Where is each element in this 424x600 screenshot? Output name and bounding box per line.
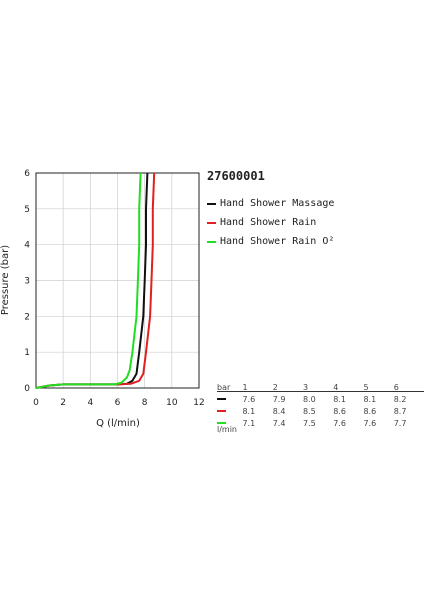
pressure-header: 1 (242, 382, 248, 392)
table-header-rule (217, 391, 424, 392)
legend-item: Hand Shower Rain O² (207, 232, 334, 251)
flow-unit-label: l/min (217, 425, 238, 434)
flow-value: 8.6 (333, 406, 346, 416)
y-tick-label: 1 (24, 348, 30, 358)
row-swatch (217, 422, 226, 424)
flow-value: 8.5 (302, 406, 316, 416)
pressure-label: bar (217, 382, 231, 392)
y-tick-label: 5 (24, 205, 30, 215)
flow-value: 8.1 (363, 394, 377, 404)
pressure-header: 4 (333, 382, 339, 392)
legend-label: Hand Shower Massage (220, 198, 335, 209)
y-tick-label: 6 (24, 169, 30, 179)
x-tick-label: 6 (115, 398, 121, 408)
x-tick-label: 0 (33, 398, 39, 408)
legend-swatch (207, 240, 216, 243)
row-swatch (217, 398, 226, 400)
y-tick-label: 2 (24, 312, 30, 322)
x-tick-label: 2 (60, 398, 66, 408)
row-swatch (217, 410, 226, 412)
flow-value: 7.6 (333, 418, 346, 428)
table-row: 7.6 7.9 8.0 8.1 8.1 8.2 (217, 393, 424, 405)
flow-value: 8.2 (393, 394, 407, 404)
model-number: 27600001 (207, 169, 265, 183)
x-axis-label: Q (l/min) (96, 418, 140, 429)
table-row: 8.1 8.4 8.5 8.6 8.6 8.7 (217, 405, 424, 417)
series-line-2 (35, 172, 142, 389)
row-swatch-cell (217, 405, 242, 417)
legend-label: Hand Shower Rain (220, 217, 317, 228)
y-tick-labels: 0 1 2 3 4 5 6 (24, 169, 30, 394)
legend-item: Hand Shower Massage (207, 194, 334, 213)
pressure-header: 6 (393, 382, 399, 392)
table-row: 7.1 7.4 7.5 7.6 7.6 7.7 (217, 417, 424, 429)
legend-swatch (207, 221, 216, 224)
pressure-header: 5 (363, 382, 369, 392)
flow-value: 7.6 (242, 394, 256, 404)
chart-grid (35, 172, 200, 389)
legend-label: Hand Shower Rain O² (220, 236, 335, 247)
y-tick-label: 3 (24, 277, 30, 287)
legend-item: Hand Shower Rain (207, 213, 334, 232)
row-swatch-cell (217, 393, 242, 405)
flow-value: 8.6 (363, 406, 377, 416)
row-swatch-cell (217, 417, 242, 429)
flow-value: 7.1 (242, 418, 256, 428)
chart-legend: Hand Shower Massage Hand Shower Rain Han… (207, 194, 334, 251)
flow-value: 7.6 (363, 418, 377, 428)
legend-swatch (207, 202, 216, 205)
pressure-header: 3 (302, 382, 309, 392)
y-tick-label: 0 (24, 384, 30, 394)
pressure-header: 2 (272, 382, 278, 392)
flow-value: 8.1 (333, 394, 346, 404)
flow-value: 7.5 (302, 418, 316, 428)
flow-value: 8.1 (242, 406, 256, 416)
flow-value: 8.0 (302, 394, 316, 404)
chart-series (35, 172, 156, 389)
flow-value: 7.4 (272, 418, 286, 428)
table-header-row: bar 1 2 3 4 5 6 (217, 381, 424, 393)
flow-value: 8.7 (393, 406, 407, 416)
pressure-flow-table: bar 1 2 3 4 5 6 7.6 7.9 8.0 8.1 8.1 8.2 … (217, 381, 424, 429)
flow-value: 7.9 (272, 394, 286, 404)
x-tick-labels: 0 2 4 6 8 10 12 (33, 398, 205, 408)
x-tick-label: 8 (142, 398, 148, 408)
plot-frame (35, 172, 200, 389)
x-tick-label: 10 (166, 398, 178, 408)
flow-value: 8.4 (272, 406, 286, 416)
y-tick-label: 4 (24, 241, 30, 251)
y-axis-label: Pressure (bar) (0, 245, 11, 315)
x-tick-label: 12 (193, 398, 204, 408)
flow-value: 7.7 (393, 418, 407, 428)
x-tick-label: 4 (87, 398, 93, 408)
